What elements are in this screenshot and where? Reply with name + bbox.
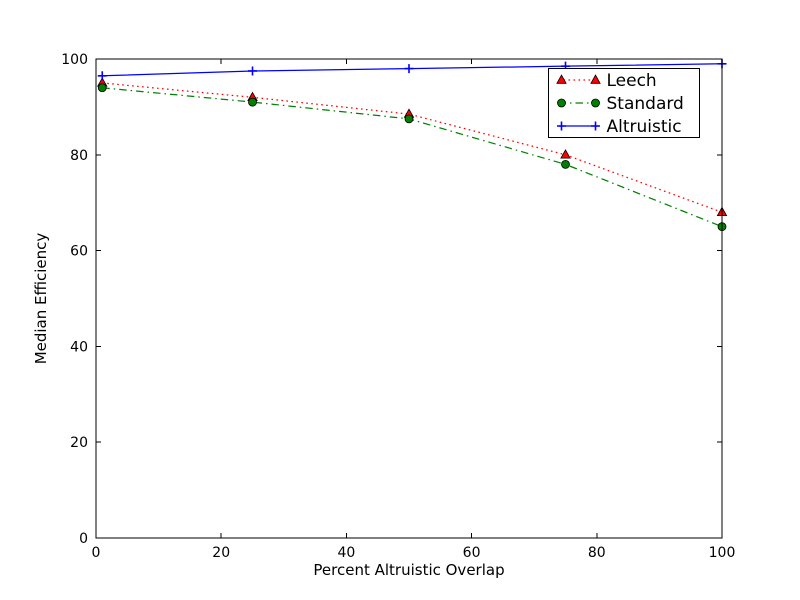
legend-entry-leech: Leech <box>556 71 657 91</box>
y-tick-label: 100 <box>61 52 88 68</box>
y-tick-label: 40 <box>70 339 88 355</box>
y-tick-label: 80 <box>70 148 88 164</box>
plot-border <box>95 58 723 539</box>
circle-marker <box>248 97 257 107</box>
plus-marker <box>97 71 107 81</box>
circle-marker <box>557 98 566 108</box>
x-tick-label: 100 <box>709 545 736 561</box>
x-tick-label: 40 <box>337 545 355 561</box>
y-tick-label: 60 <box>70 244 88 260</box>
plus-marker <box>557 121 566 131</box>
x-tick-label: 60 <box>463 545 481 561</box>
legend: Leech Standard Altruistic <box>548 68 700 138</box>
x-tick-label: 20 <box>212 545 230 561</box>
triangle-up-marker <box>560 149 571 159</box>
triangle-up-marker <box>556 74 567 84</box>
x-tick-label: 0 <box>92 545 101 561</box>
series-leech-line <box>102 82 723 213</box>
legend-label: Leech <box>607 71 657 91</box>
x-axis-label: Percent Altruistic Overlap <box>313 561 504 579</box>
x-tick-label: 80 <box>588 545 606 561</box>
y-tick-label: 20 <box>70 435 88 451</box>
circle-marker <box>97 83 107 93</box>
y-tick-label: 0 <box>79 531 88 547</box>
legend-label: Standard <box>607 94 684 114</box>
circle-marker <box>561 159 570 169</box>
plus-marker <box>591 121 600 131</box>
plus-marker <box>248 66 257 76</box>
triangle-up-marker <box>590 74 601 84</box>
y-axis-label: Median Efficiency <box>32 233 50 365</box>
circle-marker <box>404 114 414 124</box>
legend-entry-altruistic: Altruistic <box>557 117 682 137</box>
legend-label: Altruistic <box>607 117 682 137</box>
legend-entry-standard: Standard <box>557 94 684 114</box>
circle-marker <box>591 98 600 108</box>
axes <box>95 58 723 539</box>
plus-marker <box>404 64 414 74</box>
